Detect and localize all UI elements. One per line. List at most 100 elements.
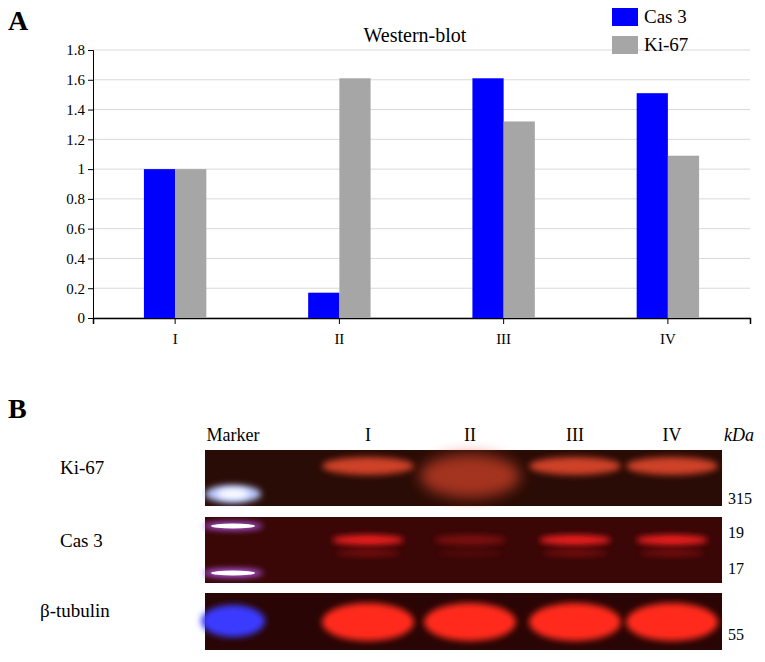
bands — [205, 454, 718, 503]
bar — [637, 93, 668, 318]
x-tick-mark — [667, 318, 668, 324]
y-tick-mark — [88, 318, 93, 319]
bar — [339, 78, 370, 318]
band — [640, 550, 704, 556]
bars — [144, 78, 699, 318]
x-tick-mark — [175, 318, 176, 324]
legend-label: Ki-67 — [644, 34, 688, 55]
y-tick-mark — [88, 258, 93, 259]
y-tick-mark — [88, 169, 93, 170]
band — [211, 571, 255, 576]
band — [434, 535, 506, 545]
panel-label: B — [8, 393, 27, 424]
blot-strip — [205, 517, 722, 583]
y-tick-mark — [88, 229, 93, 230]
x-tick: I — [173, 318, 178, 347]
x-tick: IV — [660, 318, 676, 347]
figure: A Western-blot 0 0.2 0.4 0.6 0.8 1 1.2 1.4 1.6 1.8 I… — [0, 0, 765, 662]
bar — [472, 78, 503, 318]
band — [636, 535, 708, 545]
band — [336, 550, 400, 556]
y-tick-label: 1.4 — [66, 102, 85, 118]
bar — [175, 169, 206, 318]
x-tick-mark — [503, 318, 504, 324]
bar — [308, 293, 339, 318]
y-tick: 0.8 — [66, 191, 93, 207]
grid-line — [93, 79, 750, 80]
y-tick: 1.2 — [66, 132, 93, 148]
lane-label: IV — [663, 425, 682, 445]
y-axis: 0 0.2 0.4 0.6 0.8 1 1.2 1.4 1.6 1.8 — [66, 42, 93, 326]
y-tick-mark — [88, 110, 93, 111]
band — [529, 603, 621, 641]
y-tick-mark — [88, 199, 93, 200]
y-tick: 0.4 — [66, 251, 93, 267]
y-tick-label: 0.4 — [66, 251, 85, 267]
legend-swatch — [612, 8, 638, 26]
blot-row: β-tubulin 55 — [40, 593, 744, 650]
size-label: 315 — [728, 490, 752, 507]
x-tick-label: IV — [660, 331, 676, 347]
y-tick: 1.4 — [66, 102, 93, 118]
y-axis-line — [88, 51, 94, 319]
band — [205, 485, 261, 503]
y-tick-label: 1.8 — [66, 42, 85, 58]
x-tick-label: II — [334, 331, 344, 347]
y-tick-mark — [88, 288, 93, 289]
x-tick-label: III — [496, 331, 511, 347]
blot-row: Ki-67 315 — [60, 450, 752, 507]
y-tick-label: 0 — [78, 310, 86, 326]
size-label: 19 — [728, 524, 744, 541]
y-tick-mark — [88, 50, 93, 51]
bar — [144, 169, 175, 318]
x-axis-line — [94, 319, 751, 325]
band — [203, 569, 263, 577]
lane-label: I — [365, 425, 371, 445]
x-tick-label: I — [173, 331, 178, 347]
band — [211, 524, 255, 529]
y-tick-label: 1.2 — [66, 132, 85, 148]
y-tick-mark — [88, 139, 93, 140]
unit-label: kDa — [724, 425, 754, 445]
band — [217, 489, 249, 499]
y-tick: 1.6 — [66, 72, 93, 88]
chart-title: Western-blot — [364, 24, 467, 46]
legend-swatch — [612, 36, 638, 54]
band — [332, 535, 404, 545]
row-label: Cas 3 — [60, 530, 103, 551]
lane-label: III — [566, 425, 584, 445]
x-tick: II — [334, 318, 344, 347]
band — [539, 535, 611, 545]
y-tick-label: 0.8 — [66, 191, 85, 207]
blot-strip — [205, 450, 722, 506]
row-label: β-tubulin — [40, 600, 110, 621]
band — [438, 550, 502, 556]
legend: Cas 3 Ki-67 — [612, 6, 688, 55]
band — [529, 457, 621, 475]
y-tick-label: 1 — [78, 161, 86, 177]
panel-label: A — [8, 5, 29, 36]
legend-label: Cas 3 — [644, 6, 687, 27]
y-tick: 0.2 — [66, 281, 93, 297]
band — [322, 457, 414, 475]
band — [626, 457, 718, 475]
y-tick: 0 — [78, 310, 94, 326]
y-tick-label: 0.2 — [66, 281, 85, 297]
bands — [201, 603, 718, 641]
size-label: 55 — [728, 626, 744, 643]
y-tick-label: 1.6 — [66, 72, 85, 88]
y-tick: 0.6 — [66, 221, 93, 237]
lane-label: II — [464, 425, 476, 445]
row-label: Ki-67 — [60, 457, 104, 478]
x-tick-mark — [339, 318, 340, 324]
y-tick-mark — [88, 80, 93, 81]
bands — [203, 522, 708, 577]
y-tick: 1.8 — [66, 42, 93, 58]
y-tick: 1 — [78, 161, 94, 177]
band — [420, 454, 520, 498]
lane-label: Marker — [207, 425, 260, 445]
x-axis: IIIIIIIV — [94, 318, 751, 347]
band — [201, 605, 265, 637]
band — [543, 550, 607, 556]
band — [626, 603, 718, 641]
